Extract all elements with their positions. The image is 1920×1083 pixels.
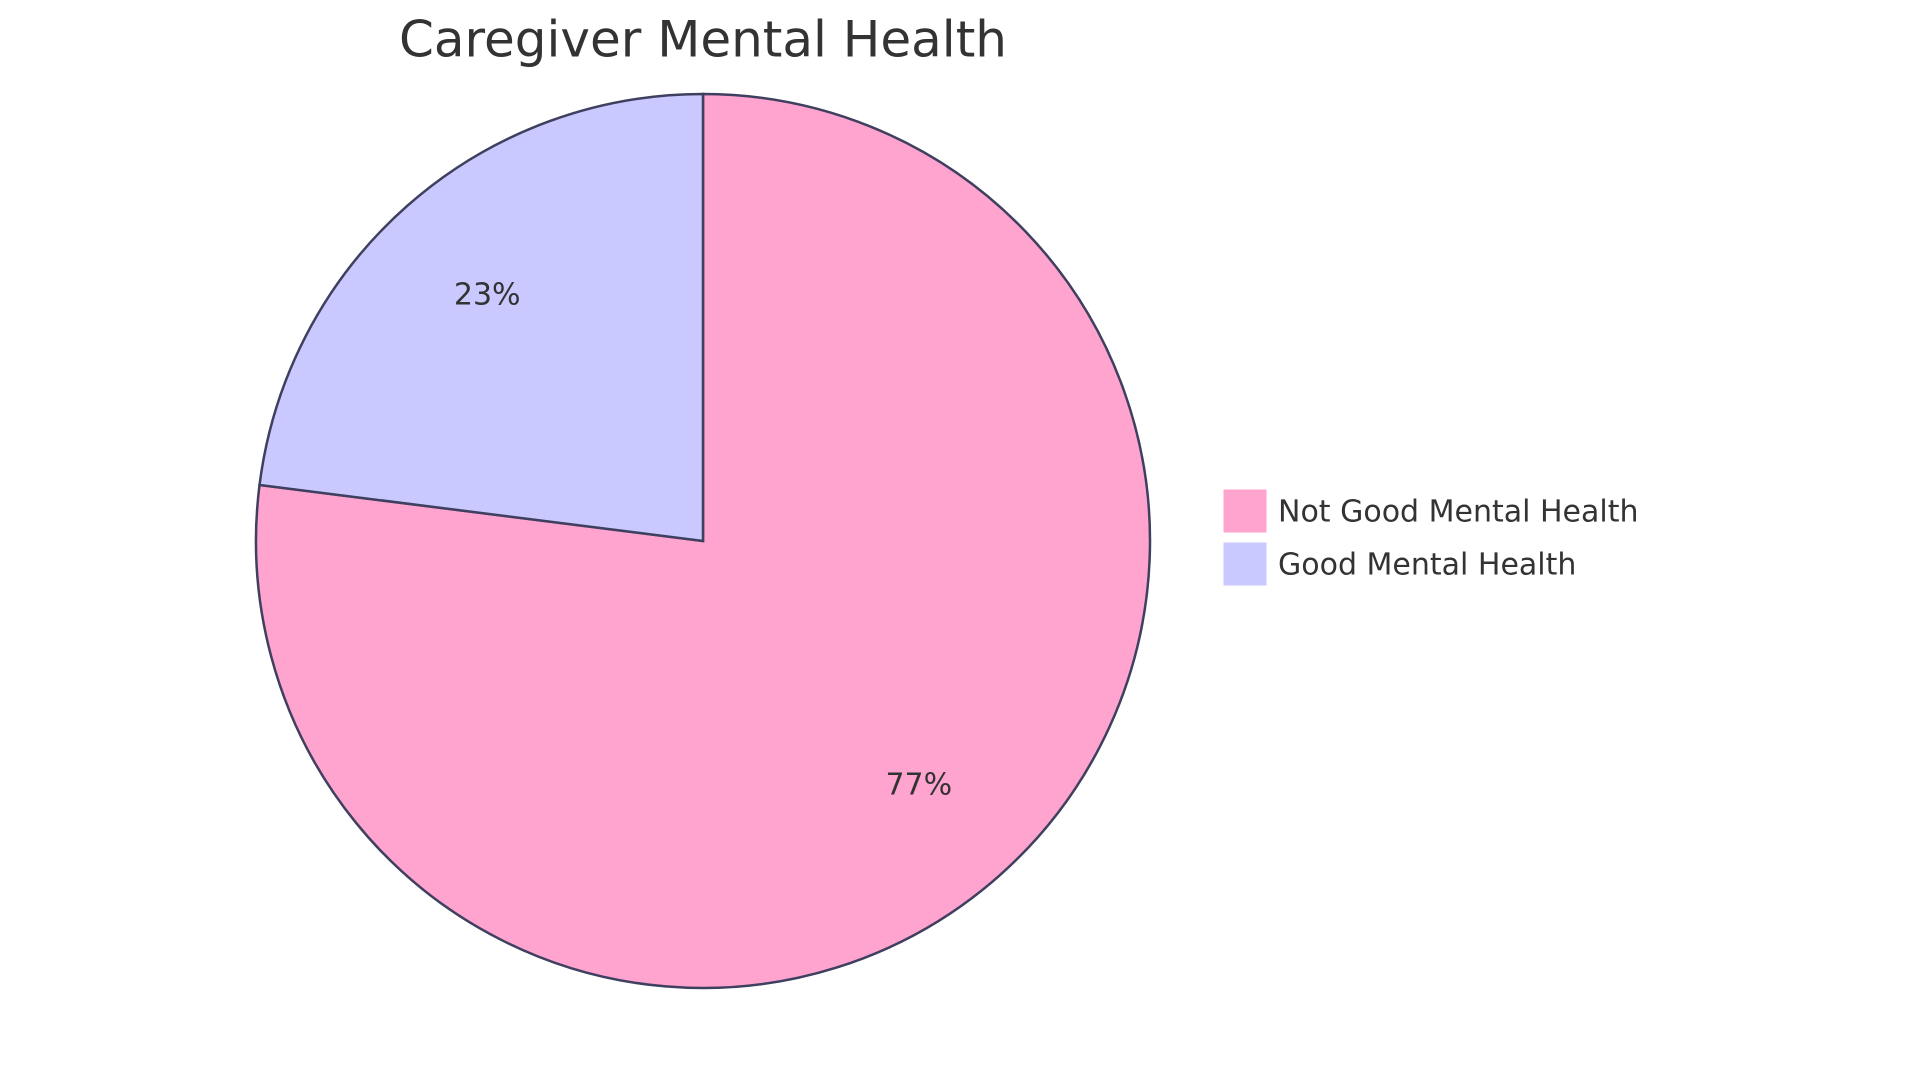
pie-slice [258,92,705,543]
chart-title: Caregiver Mental Health [399,11,1007,69]
slice-label: 77% [885,767,952,802]
legend-label: Not Good Mental Health [1278,495,1639,530]
legend-swatch [1222,488,1268,534]
slice-label: 23% [454,278,521,313]
legend-label: Good Mental Health [1278,548,1576,583]
legend-swatch [1222,541,1268,587]
